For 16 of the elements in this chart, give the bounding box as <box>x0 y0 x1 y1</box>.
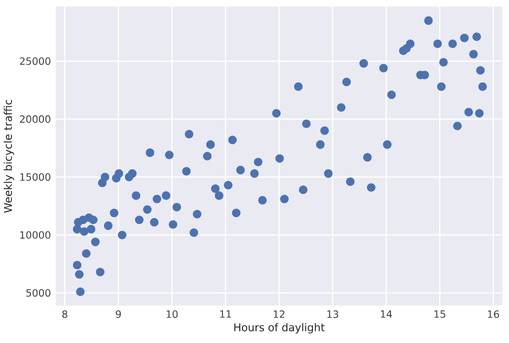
x-tick-label: 15 <box>434 310 446 318</box>
x-tick-label: 9 <box>116 310 121 318</box>
x-axis-title: Hours of daylight <box>234 323 325 334</box>
y-tick-label: 25000 <box>20 57 50 65</box>
y-axis-title: Weekly bicycle traffic <box>4 100 14 213</box>
y-tick-label: 10000 <box>20 231 50 239</box>
y-tick-label: 5000 <box>26 289 50 297</box>
x-tick-label: 10 <box>166 310 178 318</box>
x-tick-label: 16 <box>488 310 500 318</box>
x-tick-label: 12 <box>274 310 284 318</box>
x-tick-label: 13 <box>327 310 338 318</box>
y-tick-label: 20000 <box>20 115 50 123</box>
x-tick-label: 11 <box>220 310 231 318</box>
x-tick-label: 14 <box>380 310 392 318</box>
y-tick-label: 15000 <box>20 173 50 181</box>
x-tick-label: 8 <box>62 310 68 318</box>
